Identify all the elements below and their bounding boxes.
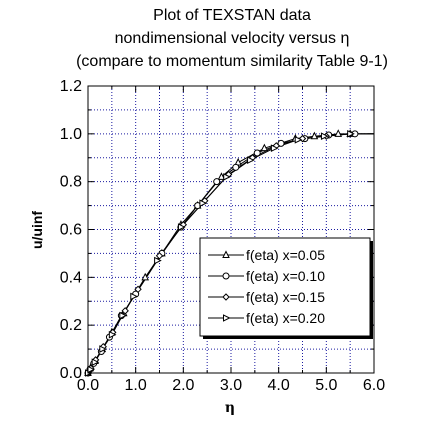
series-4-point	[119, 311, 127, 320]
y-axis-tick-labels: 0.0 0.2 0.4 0.6 0.8 1.0 1.2	[60, 78, 82, 382]
series-4-point	[99, 345, 107, 353]
y-tick-label: 1.0	[60, 126, 82, 143]
y-tick-label: 0.2	[60, 317, 82, 334]
x-axis-tick-labels: 0.0 1.0 2.0 3.0 4.0 5.0 6.0	[77, 377, 385, 394]
legend: f(eta) x=0.05 f(eta) x=0.10 f(eta) x=0.15 f…	[199, 237, 373, 339]
series-3-point	[155, 252, 164, 260]
series-3-point	[134, 285, 142, 293]
y-tick-label: 1.2	[60, 78, 82, 95]
series-2-point	[232, 163, 240, 171]
series-4-point	[177, 223, 186, 231]
x-tick-label: 1.0	[125, 377, 147, 394]
series-4-point	[294, 136, 303, 144]
x-tick-label: 4.0	[268, 377, 290, 394]
y-tick-label: 0.0	[60, 365, 82, 382]
chart-title-line-3: (compare to momentum similarity Table 9-…	[76, 53, 388, 70]
x-tick-label: 0.0	[77, 377, 99, 394]
series-4-point	[247, 156, 255, 164]
axis-ticks	[87, 85, 375, 374]
series-2-point	[213, 178, 221, 186]
chart-title-line-2: nondimensional velocity versus η	[115, 30, 350, 47]
legend-marker-3	[222, 293, 230, 301]
series-1-point	[334, 129, 343, 137]
series-3-point	[121, 307, 129, 315]
series-1-point	[141, 272, 150, 281]
legend-box	[199, 237, 371, 337]
series-2-point	[277, 139, 285, 147]
legend-label-3: f(eta) x=0.15	[246, 289, 325, 305]
x-tick-label: 5.0	[315, 377, 337, 394]
series-4-point	[270, 144, 279, 152]
series-1-point	[310, 131, 319, 140]
series-4-point	[154, 256, 162, 265]
series-4-point	[91, 358, 100, 367]
series-4-point	[320, 132, 329, 141]
y-tick-label: 0.6	[60, 222, 82, 239]
x-axis-label: η	[225, 400, 235, 416]
legend-marker-1	[222, 250, 230, 258]
series-4-point	[223, 173, 231, 181]
series-1-point	[217, 172, 226, 180]
y-tick-label: 0.4	[60, 269, 82, 286]
y-tick-label: 0.8	[60, 174, 82, 191]
chart-title: Plot of TEXSTAN data nondimensional velo…	[76, 7, 388, 70]
series-4-point	[199, 199, 208, 208]
series-4-point	[108, 330, 117, 339]
series-1-point	[260, 143, 269, 152]
legend-marker-2	[222, 272, 230, 280]
legend-label-2: f(eta) x=0.10	[246, 268, 325, 284]
data-markers	[84, 129, 359, 377]
legend-marker-4	[223, 314, 231, 322]
x-tick-label: 2.0	[172, 377, 194, 394]
legend-label-4: f(eta) x=0.20	[246, 310, 325, 326]
x-tick-label: 3.0	[220, 377, 242, 394]
x-tick-label: 6.0	[363, 377, 385, 394]
legend-label-1: f(eta) x=0.05	[246, 247, 325, 263]
series-4-point	[347, 130, 355, 138]
chart-title-line-1: Plot of TEXSTAN data	[153, 7, 311, 24]
y-axis-label: u/uinf	[29, 211, 45, 249]
series-4-point	[130, 292, 138, 301]
series-2-point	[253, 149, 261, 157]
